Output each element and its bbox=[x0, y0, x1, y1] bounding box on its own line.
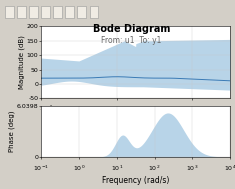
Y-axis label: Magnitude (dB): Magnitude (dB) bbox=[19, 35, 25, 89]
Y-axis label: Phase (deg): Phase (deg) bbox=[9, 111, 15, 152]
Bar bbox=[65, 6, 74, 18]
Bar bbox=[78, 6, 86, 18]
Text: Bode Diagram: Bode Diagram bbox=[93, 24, 170, 34]
Bar bbox=[41, 6, 50, 18]
Text: From: u1  To: y1: From: u1 To: y1 bbox=[102, 36, 162, 45]
Text: $\times10^{0}$: $\times10^{0}$ bbox=[39, 104, 54, 113]
Bar bbox=[53, 6, 62, 18]
Bar bbox=[17, 6, 26, 18]
X-axis label: Frequency (rad/s): Frequency (rad/s) bbox=[102, 176, 169, 185]
Bar bbox=[5, 6, 14, 18]
Bar bbox=[90, 6, 98, 18]
Bar bbox=[29, 6, 38, 18]
